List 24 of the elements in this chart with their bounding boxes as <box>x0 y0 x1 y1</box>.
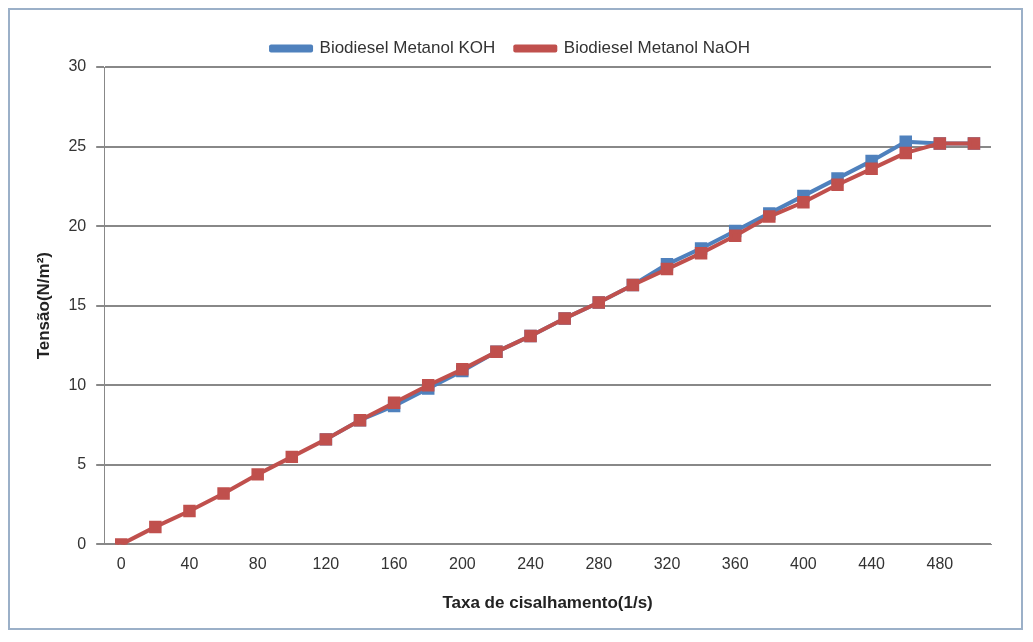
x-tick-label: 280 <box>585 555 613 573</box>
x-tick-label: 320 <box>653 555 681 573</box>
legend-label: Biodiesel Metanol KOH <box>319 38 496 58</box>
y-tick-label: 10 <box>68 375 87 393</box>
x-tick-label: 200 <box>448 555 476 573</box>
y-tick-label: 0 <box>77 534 87 552</box>
x-tick-label: 440 <box>858 555 886 573</box>
x-tick-label: 40 <box>180 555 199 573</box>
x-axis-title: Taxa de cisalhamento(1/s) <box>442 593 653 613</box>
legend-label: Biodiesel Metanol NaOH <box>563 38 750 58</box>
y-axis-title: Tensão(N/m²) <box>33 252 53 360</box>
y-tick-label: 30 <box>68 57 87 75</box>
x-tick-label: 240 <box>517 555 544 573</box>
x-tick-label: 400 <box>790 555 817 573</box>
y-tick-label: 5 <box>77 455 87 473</box>
x-tick-label: 360 <box>721 555 749 573</box>
x-tick-label: 160 <box>380 555 408 573</box>
x-tick-label: 80 <box>248 555 267 573</box>
y-tick-label: 25 <box>68 136 87 154</box>
y-tick-label: 20 <box>68 216 87 234</box>
x-tick-label: 120 <box>312 555 340 573</box>
x-tick-label: 480 <box>926 555 954 573</box>
x-tick-label: 0 <box>116 555 126 573</box>
y-tick-label: 15 <box>68 296 87 314</box>
